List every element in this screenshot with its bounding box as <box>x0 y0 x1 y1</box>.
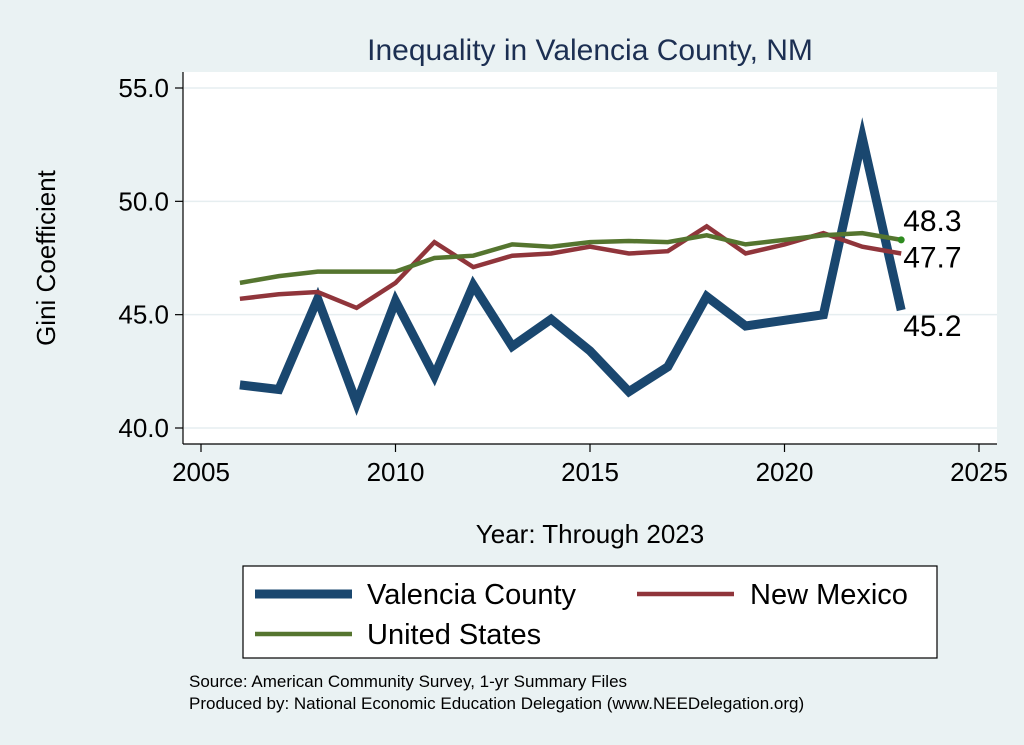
series-line-valencia-county <box>239 117 906 416</box>
series-line-united-states <box>239 230 902 286</box>
series-line-new-mexico <box>239 223 902 311</box>
producer-note: Produced by: National Economic Education… <box>189 694 804 713</box>
x-axis-title: Year: Through 2023 <box>476 519 704 549</box>
axis-ticks: 40.0 45.0 50.0 55.0 2005 2010 2015 2020 2025 <box>118 73 1008 487</box>
chart-title: Inequality in Valencia County, NM <box>367 34 813 67</box>
end-label-new-mexico: 47.7 <box>903 241 961 274</box>
y-tick-label: 45.0 <box>118 300 169 330</box>
plot-area <box>183 72 997 444</box>
end-label-united-states: 48.3 <box>903 205 961 238</box>
legend-label: New Mexico <box>750 579 908 611</box>
x-tick-label: 2015 <box>561 457 619 487</box>
y-tick-label: 40.0 <box>118 413 169 443</box>
legend-label: Valencia County <box>367 579 577 611</box>
legend-label: United States <box>367 619 541 651</box>
y-tick-label: 50.0 <box>118 186 169 216</box>
end-label-valencia-county: 45.2 <box>903 310 961 343</box>
y-axis-title: Gini Coefficient <box>31 169 61 346</box>
end-labels: 45.2 47.748.3 <box>903 205 961 343</box>
x-tick-label: 2020 <box>756 457 814 487</box>
us-end-marker <box>897 236 905 244</box>
legend-box <box>242 565 938 659</box>
series-lines <box>239 117 906 416</box>
x-tick-label: 2010 <box>367 457 425 487</box>
source-note: Source: American Community Survey, 1-yr … <box>189 672 627 691</box>
x-tick-label: 2005 <box>172 457 230 487</box>
x-tick-label: 2025 <box>950 457 1008 487</box>
y-tick-label: 55.0 <box>118 73 169 103</box>
legend: Valencia County New Mexico United States <box>255 579 908 651</box>
